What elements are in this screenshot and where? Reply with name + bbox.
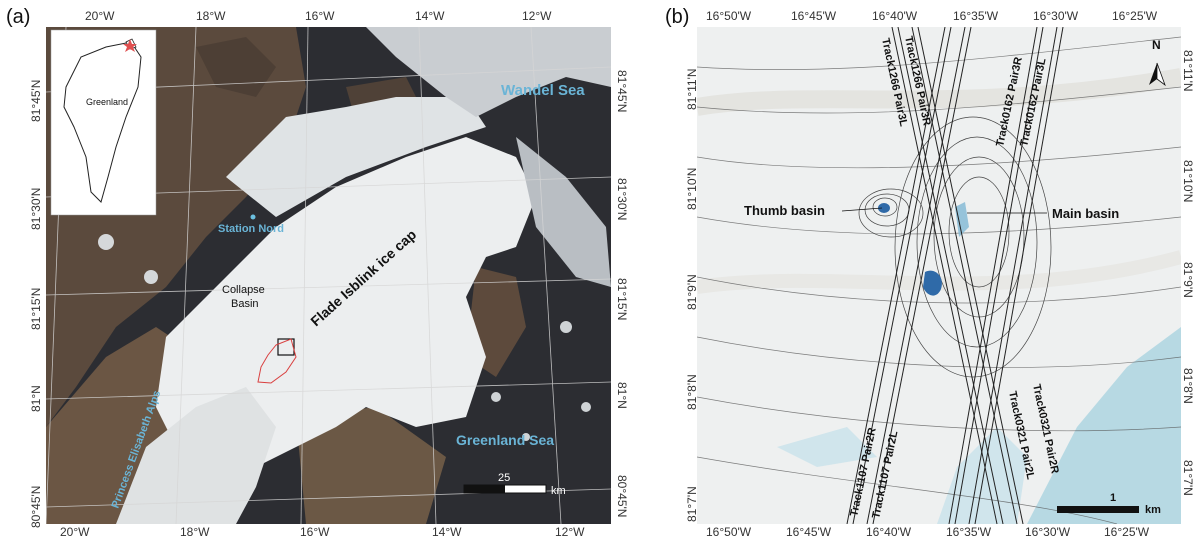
panel-b-right-lat-1: 81°11'N [1181, 50, 1195, 92]
panel-a-left-lat-1: 81°45'N [29, 79, 43, 122]
collapse-label-line1: Collapse [222, 284, 265, 296]
panel-b-top-lon-4: 16°35'W [953, 9, 999, 23]
panel-b-map: Track1266 Pair3L Track1266 Pair3R Track0… [697, 27, 1181, 524]
panel-b-scalebar-unit: km [1145, 504, 1161, 516]
panel-b-bottom-lon-1: 16°50'W [706, 525, 752, 539]
panel-a-scalebar-unit: km [551, 485, 566, 497]
panel-a-right-lat-1: 81°45'N [615, 70, 629, 113]
panel-a-top-lon-4: 14°W [415, 9, 445, 23]
panel-b-right-lat-4: 81°8'N [1181, 368, 1195, 404]
panel-a-right-lat-2: 81°30'N [615, 178, 629, 221]
panel-b-right-lat-5: 81°7'N [1181, 460, 1195, 496]
inset-greenland-label: Greenland [86, 97, 128, 107]
panel-b-scalebar [1057, 506, 1139, 513]
collapse-basin-outline [257, 338, 297, 384]
panel-a-left-lat-2: 81°30'N [29, 187, 43, 230]
wandel-sea-label: Wandel Sea [501, 82, 585, 99]
panel-a-bottom-lon-5: 12°W [555, 525, 585, 539]
thumb-basin-label: Thumb basin [744, 203, 825, 218]
panel-a-right-lat-3: 81°15'N [615, 278, 629, 321]
panel-a-bottom-lon-2: 18°W [180, 525, 210, 539]
panel-b-bottom-lon-2: 16°45'W [786, 525, 832, 539]
station-nord-label: Station Nord [218, 223, 284, 235]
collapse-label-line2: Basin [231, 298, 259, 310]
panel-b-top-lon-2: 16°45'W [791, 9, 837, 23]
panel-a-top-lon-5: 12°W [522, 9, 552, 23]
panel-a-bottom-lon-1: 20°W [60, 525, 90, 539]
panel-a-left-lat-3: 81°15'N [29, 287, 43, 330]
panel-b-bottom-lon-4: 16°35'W [946, 525, 992, 539]
thumb-basin-water [878, 203, 890, 213]
panel-b-top-lon-3: 16°40'W [872, 9, 918, 23]
panel-a-right-lat-4: 81°N [615, 382, 629, 409]
panel-b-bottom-lon-5: 16°30'W [1025, 525, 1071, 539]
panel-a-bottom-lon-4: 14°W [432, 525, 462, 539]
panel-b-right-lat-2: 81°10'N [1181, 160, 1195, 203]
panel-b-top-lon-1: 16°50'W [706, 9, 752, 23]
panel-a-scalebar-value: 25 [498, 472, 510, 484]
panel-a-top-lon-1: 20°W [85, 9, 115, 23]
panel-a-right-lat-5: 80°45'N [615, 475, 629, 518]
main-basin-label: Main basin [1052, 206, 1119, 221]
panel-a-map: Greenland Wandel Sea Greenland Sea Stati… [46, 27, 611, 524]
panel-a-left-lat-5: 80°45'N [29, 485, 43, 528]
collapse-basin-box [277, 338, 295, 356]
station-nord-marker [250, 214, 256, 220]
panel-a-left-lat-4: 81°N [29, 385, 43, 412]
panel-b-right-lat-3: 81°9'N [1181, 262, 1195, 298]
panel-b-label: (b) [665, 6, 690, 28]
panel-b-top-lon-5: 16°30'W [1033, 9, 1079, 23]
main-basin-water [923, 270, 942, 296]
panel-b-bottom-lon-6: 16°25'W [1104, 525, 1150, 539]
panel-b-scalebar-value: 1 [1110, 492, 1116, 504]
north-arrow-icon [1149, 62, 1166, 87]
panel-a-label: (a) [6, 6, 31, 28]
panel-a-top-lon-2: 18°W [196, 9, 226, 23]
greenland-sea-label: Greenland Sea [456, 432, 554, 448]
panel-a-top-lon-3: 16°W [305, 9, 335, 23]
panel-a-bottom-lon-3: 16°W [300, 525, 330, 539]
panel-b-bottom-lon-3: 16°40'W [866, 525, 912, 539]
panel-b-top-lon-6: 16°25'W [1112, 9, 1158, 23]
north-label: N [1152, 38, 1161, 52]
